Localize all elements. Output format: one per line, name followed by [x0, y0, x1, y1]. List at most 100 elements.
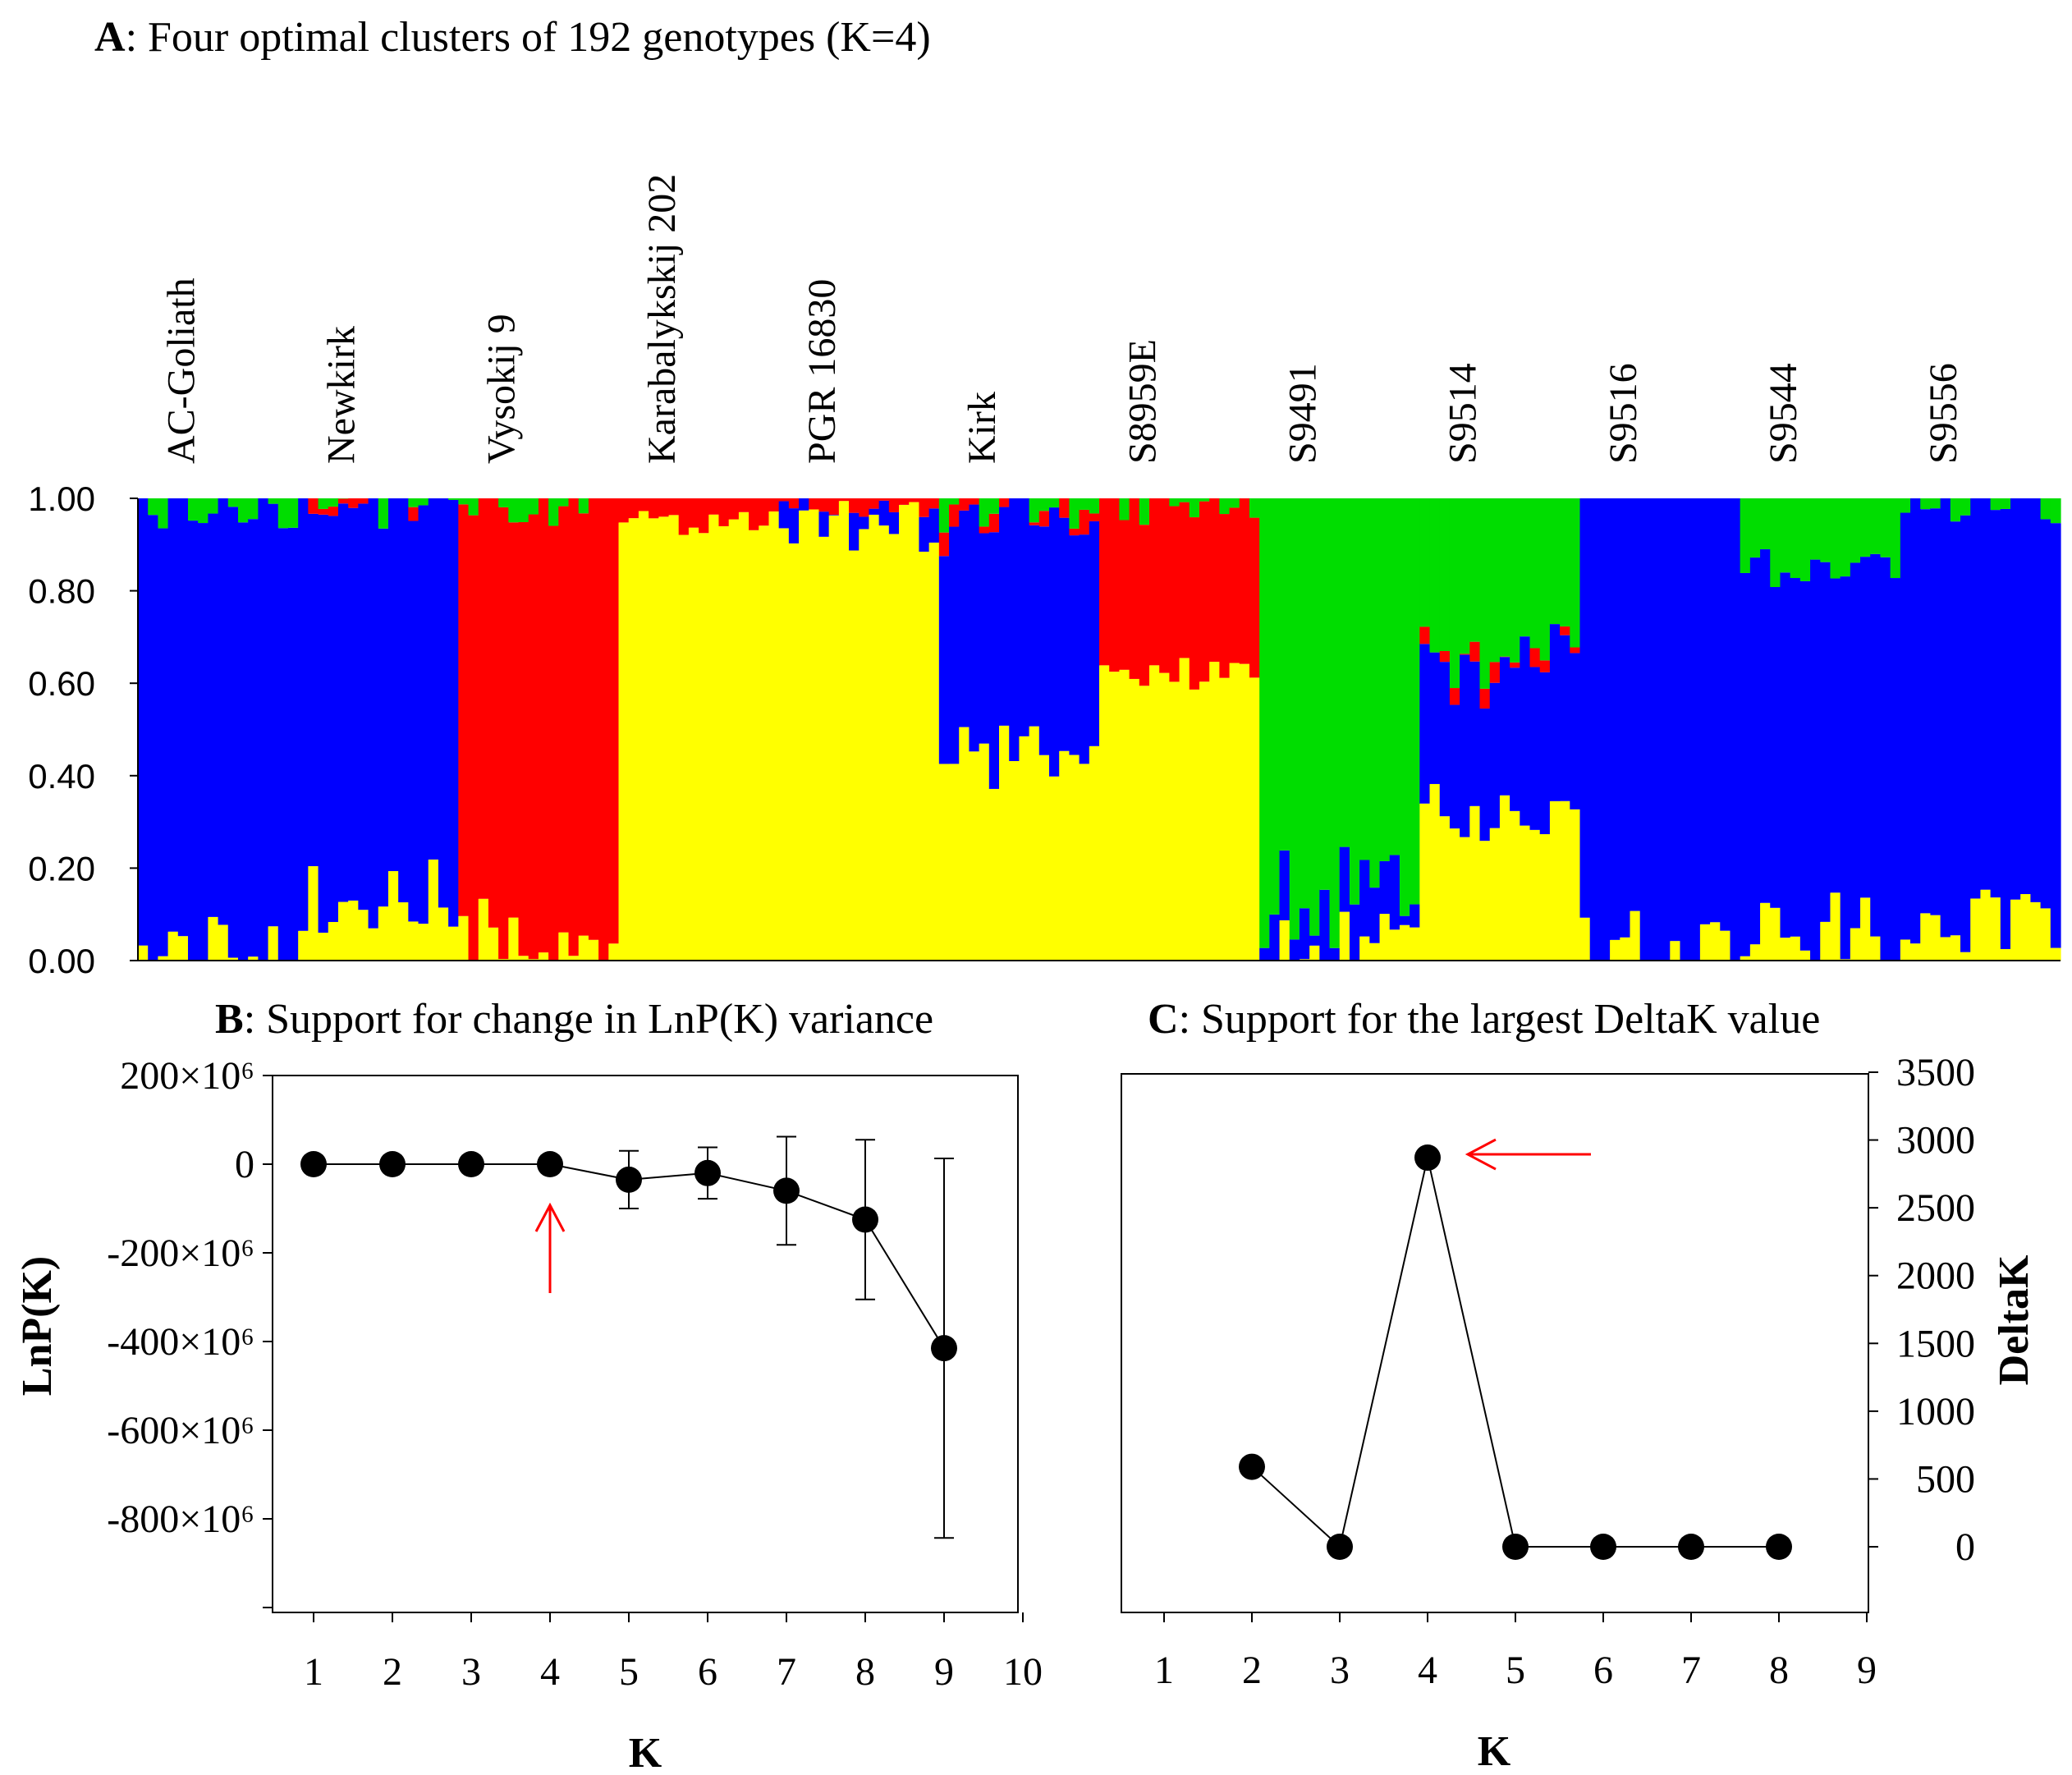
admixture-segment — [849, 550, 860, 961]
admixture-segment — [658, 516, 670, 961]
admixture-segment — [1520, 498, 1531, 637]
panel-c-y-tick-label: 1500 — [1896, 1322, 1975, 1365]
admixture-segment — [1950, 521, 1961, 936]
admixture-segment — [337, 901, 349, 961]
admixture-segment — [1570, 809, 1581, 961]
admixture-segment — [418, 924, 429, 961]
admixture-segment — [718, 525, 730, 961]
admixture-segment — [1369, 887, 1381, 943]
admixture-segment — [408, 521, 419, 922]
admixture-segment — [2040, 908, 2051, 961]
admixture-segment — [809, 498, 820, 510]
admixture-segment — [1369, 498, 1381, 888]
admixture-segment — [1649, 498, 1661, 961]
admixture-segment — [949, 498, 960, 505]
admixture-segment — [1079, 764, 1090, 961]
admixture-segment — [768, 511, 780, 961]
admixture-segment — [1179, 658, 1190, 961]
admixture-segment — [1579, 498, 1591, 918]
admixture-segment — [1099, 498, 1110, 666]
admixture-segment — [1830, 578, 1841, 893]
structure-y-tick-label: 0.60 — [28, 664, 95, 703]
admixture-segment — [1189, 498, 1200, 518]
admixture-segment — [938, 532, 950, 557]
panel-b-point — [852, 1206, 878, 1233]
admixture-segment — [2050, 498, 2061, 524]
panel-c-x-tick-label: 4 — [1418, 1649, 1437, 1692]
admixture-segment — [649, 518, 659, 961]
admixture-segment — [1169, 498, 1180, 507]
admixture-segment — [959, 498, 970, 511]
admixture-segment — [538, 952, 549, 961]
admixture-segment — [1419, 644, 1431, 804]
admixture-segment — [208, 513, 219, 917]
admixture-segment — [1019, 736, 1030, 961]
admixture-segment — [809, 509, 820, 961]
admixture-segment — [1570, 498, 1581, 648]
admixture-segment — [1219, 498, 1231, 515]
admixture-segment — [1870, 936, 1882, 961]
admixture-segment — [1429, 783, 1441, 961]
admixture-segment — [578, 935, 589, 961]
panel-c-y-tick-label: 3500 — [1896, 1051, 1975, 1094]
admixture-segment — [759, 498, 770, 526]
panel-c-y-tick-label: 1000 — [1896, 1390, 1975, 1433]
admixture-segment — [1539, 660, 1551, 672]
admixture-segment — [1520, 825, 1531, 961]
panel-b-title-text: : Support for change in LnP(K) variance — [244, 996, 933, 1043]
admixture-segment — [1148, 498, 1160, 666]
admixture-segment — [1980, 889, 1992, 961]
admixture-segment — [1139, 498, 1150, 525]
admixture-segment — [1379, 498, 1391, 861]
admixture-segment — [227, 957, 239, 961]
admixture-segment — [1199, 498, 1210, 502]
panel-b-x-tick-label: 1 — [304, 1650, 323, 1694]
admixture-segment — [378, 906, 389, 961]
admixture-segment — [1920, 498, 1932, 510]
admixture-segment — [158, 498, 169, 529]
admixture-segment — [699, 498, 709, 534]
admixture-segment — [1900, 939, 1911, 961]
admixture-segment — [1279, 850, 1290, 920]
admixture-segment — [167, 498, 179, 932]
admixture-segment — [928, 508, 940, 543]
admixture-segment — [1780, 938, 1791, 961]
admixture-segment — [1870, 498, 1882, 554]
admixture-segment — [1860, 557, 1871, 898]
admixture-segment — [558, 498, 570, 507]
admixture-segment — [387, 871, 399, 961]
admixture-segment — [258, 498, 269, 961]
admixture-segment — [988, 532, 1000, 789]
admixture-segment — [558, 506, 570, 933]
genotype-group — [938, 498, 1100, 961]
admixture-segment — [1720, 930, 1731, 961]
admixture-segment — [1880, 557, 1891, 961]
genotype-label: Newkirk — [319, 326, 363, 464]
admixture-segment — [518, 522, 529, 956]
admixture-segment — [558, 932, 570, 961]
admixture-segment — [1960, 498, 1971, 516]
admixture-segment — [818, 536, 830, 961]
admixture-segment — [1479, 498, 1491, 689]
admixture-segment — [1179, 498, 1190, 502]
admixture-segment — [1429, 652, 1441, 784]
panel-c-title-text: : Support for the largest DeltaK value — [1179, 996, 1821, 1043]
admixture-segment — [949, 504, 960, 527]
genotype-group — [618, 498, 780, 961]
panel-b-arrow-head — [534, 1202, 566, 1232]
admixture-segment — [1510, 667, 1520, 811]
structure-y-tick-label: 0.80 — [28, 572, 95, 611]
admixture-segment — [138, 498, 149, 946]
admixture-segment — [1029, 525, 1040, 727]
panel-b-x-tick-label: 7 — [777, 1650, 796, 1694]
admixture-segment — [418, 498, 429, 506]
panel-b-title: B: Support for change in LnP(K) variance — [215, 996, 933, 1043]
admixture-segment — [859, 529, 870, 961]
admixture-segment — [287, 498, 299, 528]
admixture-segment — [988, 513, 1000, 533]
admixture-segment — [658, 498, 670, 517]
admixture-segment — [999, 725, 1010, 961]
admixture-segment — [979, 498, 990, 527]
admixture-segment — [1029, 498, 1040, 523]
admixture-segment — [1339, 846, 1350, 912]
